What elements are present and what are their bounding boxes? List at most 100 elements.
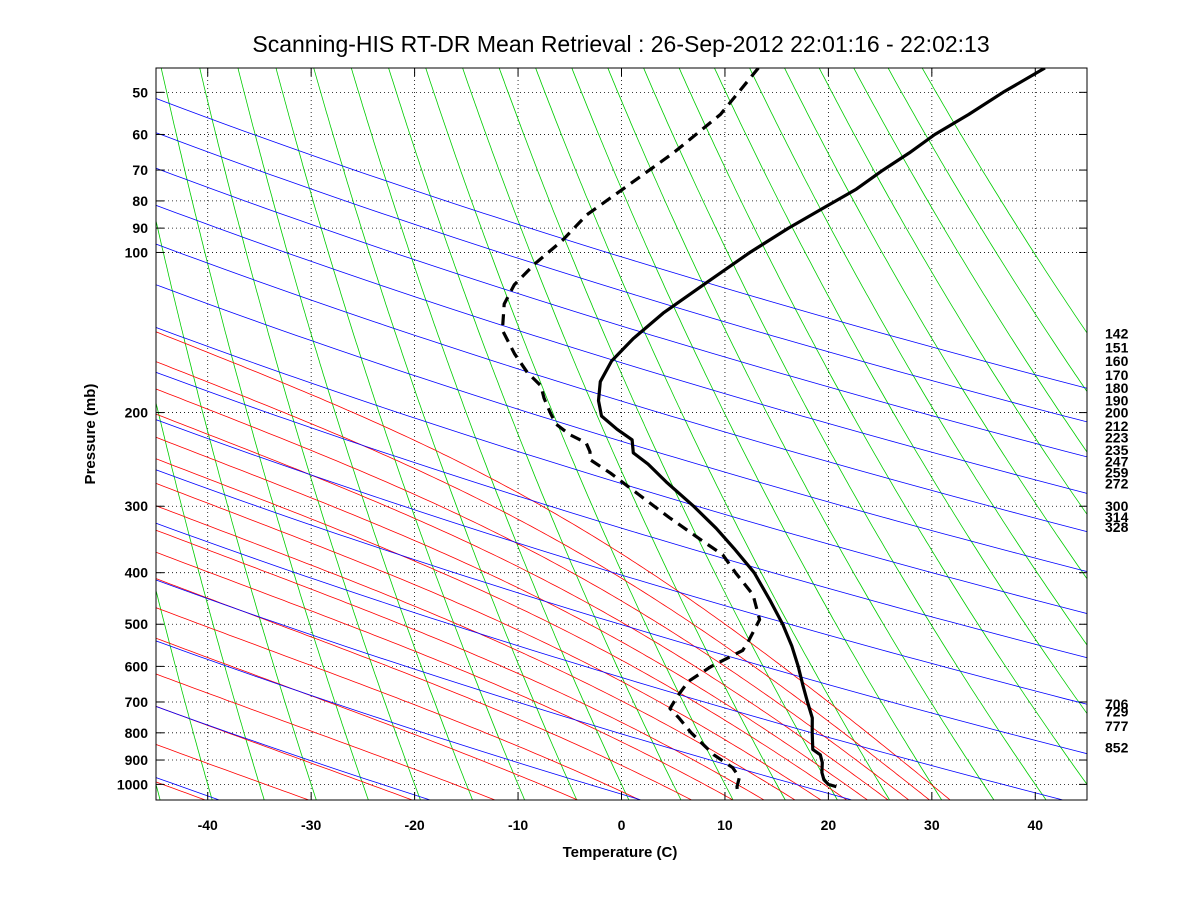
right-pressure-label: 247	[1105, 453, 1129, 469]
mixing-ratio-line	[156, 401, 265, 800]
x-tick-label: -20	[404, 817, 424, 833]
x-tick-label: 10	[717, 817, 733, 833]
right-pressure-label: 314	[1105, 509, 1129, 525]
y-tick-label: 80	[132, 193, 148, 209]
dry-adiabat	[156, 243, 1087, 532]
moist-adiabat	[156, 458, 848, 800]
mixing-ratio-line	[462, 68, 786, 800]
moist-adiabat	[156, 673, 496, 800]
mixing-ratio-line	[237, 68, 473, 800]
y-tick-label: 300	[125, 498, 149, 514]
dry-adiabat	[156, 419, 1087, 705]
right-pressure-label: 212	[1105, 418, 1129, 434]
right-pressure-label: 300	[1105, 498, 1129, 514]
y-axis-ticks: 50 60 70 80 90 100 200 300 400 500 600 700 800 900 100…	[117, 84, 1087, 792]
y-tick-label: 800	[125, 725, 149, 741]
right-pressure-label: 706	[1105, 696, 1129, 712]
x-axis-ticks: -40 -30 -20 -10 0 10 20 30 40	[198, 68, 1043, 833]
moist-adiabat	[156, 578, 692, 800]
x-tick-label: -10	[508, 817, 528, 833]
dry-adiabat	[156, 204, 1087, 494]
moist-adiabat	[156, 529, 765, 800]
right-pressure-label: 272	[1105, 476, 1129, 492]
right-pressure-label: 852	[1105, 739, 1129, 755]
moist-adiabat	[156, 551, 734, 800]
mixing-ratio-line	[853, 68, 1087, 453]
dewpoint-profile-line	[500, 68, 762, 796]
dry-adiabat	[156, 579, 853, 800]
mixing-ratio-line	[535, 68, 890, 800]
mixing-ratio-line	[714, 68, 1087, 715]
moist-adiabat	[156, 637, 578, 800]
y-tick-label: 100	[125, 244, 149, 260]
moist-adiabat	[156, 331, 951, 800]
mixing-ratio-line	[818, 68, 1087, 515]
mixing-ratio-line	[160, 68, 369, 800]
mixing-ratio-line	[199, 68, 421, 800]
y-tick-label: 700	[125, 694, 149, 710]
mixing-ratio-line	[607, 68, 995, 800]
right-pressure-label: 170	[1105, 367, 1129, 383]
moist-adiabat	[156, 482, 822, 800]
mixing-ratio-line	[784, 68, 1087, 580]
x-tick-label: -30	[301, 817, 321, 833]
moist-adiabat	[156, 361, 930, 800]
right-pressure-label: 190	[1105, 393, 1129, 409]
moist-adiabat	[156, 388, 910, 800]
mixing-ratio-line	[156, 588, 213, 800]
right-pressure-label: 142	[1105, 325, 1129, 341]
moist-adiabat	[156, 505, 796, 800]
x-axis-label: Temperature (C)	[563, 844, 678, 861]
mixing-ratio-line	[313, 68, 578, 800]
profile-series	[500, 68, 1046, 796]
right-pressure-label: 235	[1105, 442, 1129, 458]
y-axis-label: Pressure (mb)	[82, 384, 99, 485]
chart-title: Scanning-HIS RT-DR Mean Retrieval : 26-S…	[252, 31, 989, 57]
right-pressure-label: 777	[1105, 718, 1129, 734]
y-tick-label: 1000	[117, 776, 148, 792]
mixing-ratio-line	[887, 68, 1087, 393]
right-pressure-label: 259	[1105, 464, 1129, 480]
mixing-ratio-line	[425, 68, 734, 800]
y-tick-label: 900	[125, 752, 149, 768]
moist-adiabat	[156, 413, 889, 800]
y-tick-label: 70	[132, 162, 148, 178]
right-pressure-label: 328	[1105, 519, 1129, 535]
y-tick-label: 500	[125, 616, 149, 632]
dry-adiabat	[156, 284, 1087, 572]
right-pressure-label: 200	[1105, 405, 1129, 421]
x-tick-label: 30	[924, 817, 940, 833]
right-pressure-label: 729	[1105, 703, 1129, 719]
dry-adiabat	[156, 326, 1087, 614]
dry-adiabat	[156, 97, 1087, 389]
x-tick-label: 0	[618, 817, 626, 833]
dry-adiabat	[156, 132, 1087, 423]
mixing-ratio-line	[350, 68, 630, 800]
y-tick-label: 400	[125, 565, 149, 581]
x-tick-label: -40	[198, 817, 218, 833]
right-pressure-label: 223	[1105, 430, 1129, 446]
dry-adiabat	[156, 167, 1087, 458]
mixing-ratio-line	[275, 68, 525, 800]
y-tick-label: 60	[132, 126, 148, 142]
right-pressure-label: 180	[1105, 380, 1129, 396]
dry-adiabat	[156, 469, 1087, 755]
dry-adiabat	[156, 371, 1087, 659]
y-tick-label: 50	[132, 84, 148, 100]
y-tick-label: 90	[132, 220, 148, 236]
right-pressure-label: 151	[1105, 340, 1129, 356]
mixing-ratio-line	[156, 219, 317, 800]
dry-adiabat	[156, 640, 642, 800]
temperature-profile-line	[596, 68, 1046, 789]
x-tick-label: 20	[821, 817, 837, 833]
mixing-ratio-line	[749, 68, 1087, 646]
x-tick-label: 40	[1027, 817, 1043, 833]
right-pressure-label: 160	[1105, 353, 1129, 369]
moist-adiabat	[156, 436, 868, 800]
mixing-ratio-line	[921, 68, 1087, 334]
dry-adiabat	[156, 522, 1064, 800]
moist-adiabat	[156, 607, 641, 800]
